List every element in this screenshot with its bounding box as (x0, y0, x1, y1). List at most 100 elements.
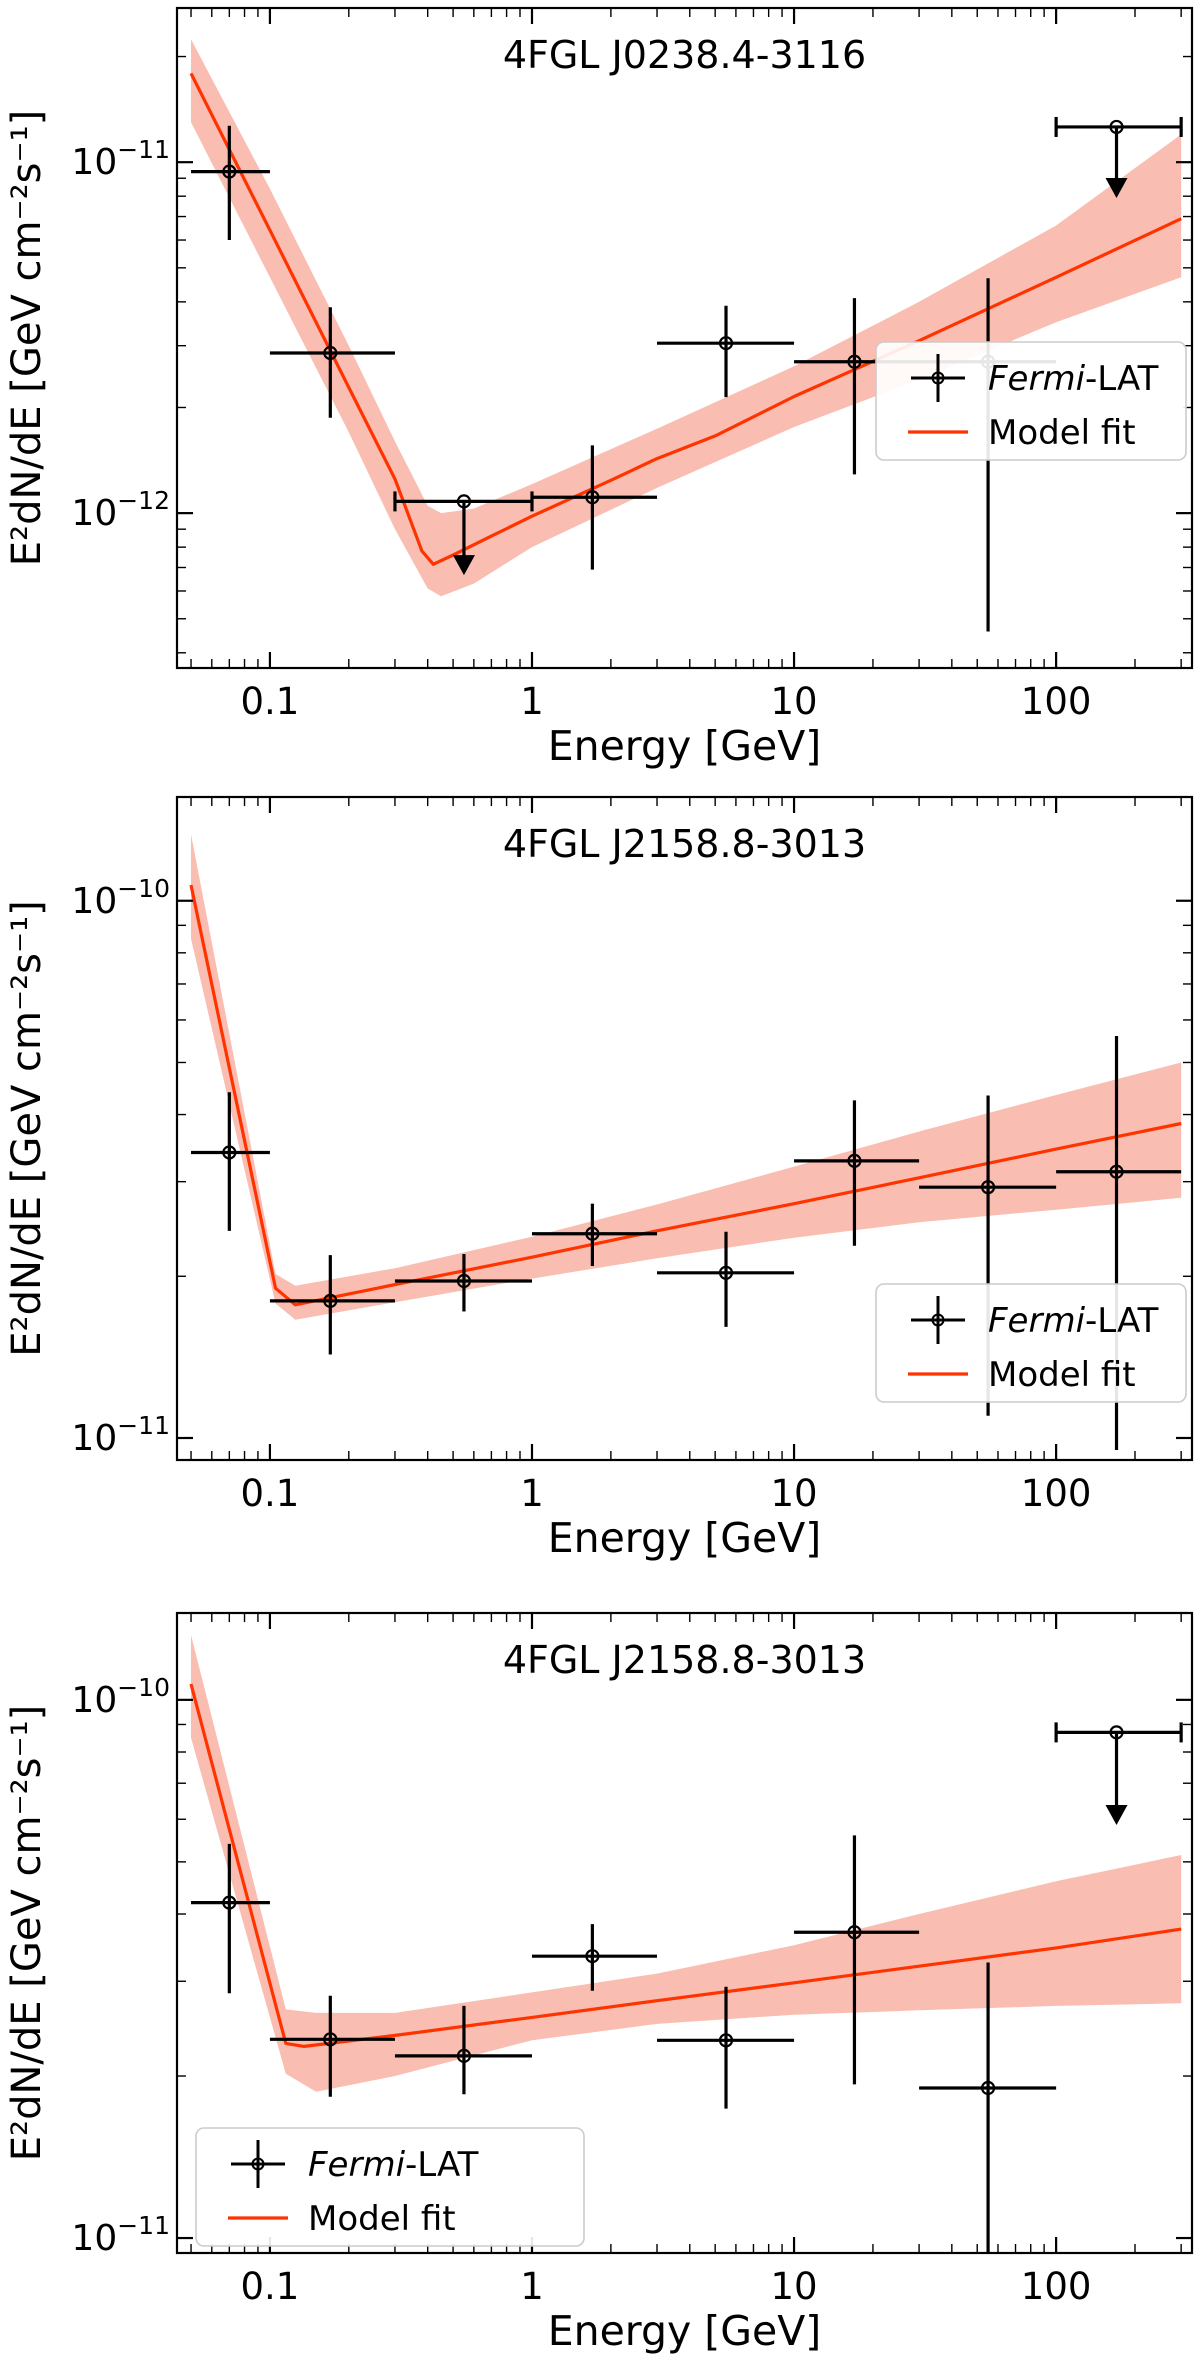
legend-marker-circle (931, 1313, 945, 1327)
legend: Fermi-LAT Model fit (875, 1283, 1187, 1403)
x-tick-label: 10 (771, 2265, 818, 2308)
data-point (269, 1995, 395, 2097)
panel-title: 4FGL J2158.8-3013 (503, 822, 866, 866)
upper-limit-point (1054, 1722, 1183, 1825)
data-point (531, 445, 658, 570)
data-point (531, 1924, 658, 1991)
axes-spines (175, 795, 1194, 1462)
data-point (269, 1255, 395, 1355)
data-marker-circle (980, 1180, 996, 1195)
data-marker-circle (323, 1293, 338, 1308)
data-point (191, 1843, 270, 1994)
panel-3: 0.1 1 10 100 10−10 10−11 4FGL J2158.8-3013 Ener… (4, 1611, 1194, 2355)
x-axis-label: Energy [GeV] (548, 722, 822, 770)
data-marker-circle (323, 345, 338, 361)
panel-title: 4FGL J2158.8-3013 (503, 1638, 866, 1682)
x-tick-label: 1 (520, 2265, 544, 2308)
data-point (531, 1203, 658, 1266)
data-marker-circle (980, 2080, 996, 2096)
data-marker-circle (1109, 119, 1124, 135)
x-tick-label: 0.1 (241, 680, 300, 723)
data-marker-circle (585, 490, 600, 505)
data-point (394, 2005, 532, 2095)
data-marker-circle (847, 354, 862, 369)
x-axis-label: Energy [GeV] (548, 2307, 822, 2355)
data-point (394, 1254, 532, 1312)
data-marker-circle (222, 164, 237, 179)
model-fit-line (189, 1683, 1182, 2049)
data-marker-circle (222, 1145, 237, 1160)
data-point (794, 1100, 920, 1246)
y-tick-label: 10−10 (71, 1673, 170, 1721)
x-axis-label: Energy [GeV] (548, 1514, 822, 1562)
data-marker-circle (456, 1273, 472, 1289)
legend-marker-circle (931, 371, 945, 385)
x-tick-label: 10 (771, 680, 818, 723)
data-marker-circle (718, 1265, 734, 1280)
x-tick-label: 100 (1021, 680, 1092, 723)
y-tick-label: 10−11 (71, 1411, 170, 1459)
legend-label-fermi-lat: Fermi-LAT (988, 359, 1159, 399)
legend-marker-circle (251, 2157, 265, 2171)
model-uncertainty-band (191, 834, 1182, 1320)
upper-limit-arrow-head (452, 555, 475, 576)
axes-spines (175, 6, 1194, 670)
upper-limit-arrow-head (1105, 1804, 1128, 1825)
data-point (191, 1092, 270, 1231)
x-tick-label: 0.1 (241, 1472, 300, 1515)
data-marker-circle (456, 494, 472, 509)
data-point (657, 1231, 795, 1327)
y-axis-label: E²dN/dE [GeV cm⁻²s⁻¹] (4, 110, 50, 566)
panel-title: 4FGL J0238.4-3116 (503, 33, 866, 77)
legend-label-model-fit: Model fit (988, 413, 1136, 453)
axes-spines (175, 1611, 1194, 2255)
data-marker-circle (847, 1925, 862, 1940)
legend-label-model-fit: Model fit (308, 2199, 456, 2239)
model-fit-line (189, 72, 1182, 566)
axis-ticks (177, 797, 1192, 1460)
data-marker-circle (718, 2033, 734, 2048)
legend-box (195, 2127, 585, 2247)
data-marker-circle (222, 1895, 237, 1910)
y-axis-label: E²dN/dE [GeV cm⁻²s⁻¹] (4, 1705, 50, 2161)
panel-1: 0.1 1 10 100 10−11 10−12 4FGL J0238.4-3116 Ener… (4, 6, 1194, 770)
y-tick-label: 10−10 (71, 874, 170, 922)
y-tick-label: 10−12 (71, 486, 170, 534)
data-marker-circle (585, 1949, 600, 1964)
y-axis-label: E²dN/dE [GeV cm⁻²s⁻¹] (4, 900, 50, 1356)
data-point (657, 1986, 795, 2109)
x-tick-label: 10 (771, 1472, 818, 1515)
data-point (919, 1962, 1057, 2253)
model-uncertainty-band (191, 39, 1182, 597)
legend-label-model-fit: Model fit (988, 1355, 1136, 1395)
y-tick-label: 10−11 (71, 135, 170, 183)
y-tick-label: 10−11 (71, 2211, 170, 2259)
x-tick-label: 100 (1021, 1472, 1092, 1515)
data-marker-circle (456, 2048, 472, 2063)
data-point (191, 125, 270, 241)
model-uncertainty-band (191, 1635, 1182, 2092)
legend-label-fermi-lat: Fermi-LAT (308, 2145, 479, 2185)
data-marker-circle (1109, 1164, 1124, 1179)
data-marker-circle (847, 1153, 862, 1168)
panel-2: 0.1 1 10 100 10−10 10−11 4FGL J2158.8-3013 Ener… (4, 795, 1194, 1562)
upper-limit-point (1054, 116, 1183, 199)
data-marker-circle (323, 2032, 338, 2047)
x-tick-label: 100 (1021, 2265, 1092, 2308)
x-tick-label: 1 (520, 1472, 544, 1515)
data-point (794, 1835, 920, 2085)
data-marker-circle (1109, 1725, 1124, 1740)
data-marker-circle (718, 336, 734, 351)
x-tick-label: 1 (520, 680, 544, 723)
data-point (657, 305, 795, 398)
legend: Fermi-LAT Model fit (875, 341, 1187, 461)
x-tick-label: 0.1 (241, 2265, 300, 2308)
axis-ticks (177, 8, 1192, 668)
upper-limit-point (393, 491, 534, 576)
upper-limit-arrow-head (1105, 178, 1128, 199)
data-marker-circle (585, 1226, 600, 1241)
legend: Fermi-LAT Model fit (195, 2127, 585, 2247)
legend-label-fermi-lat: Fermi-LAT (988, 1301, 1159, 1341)
